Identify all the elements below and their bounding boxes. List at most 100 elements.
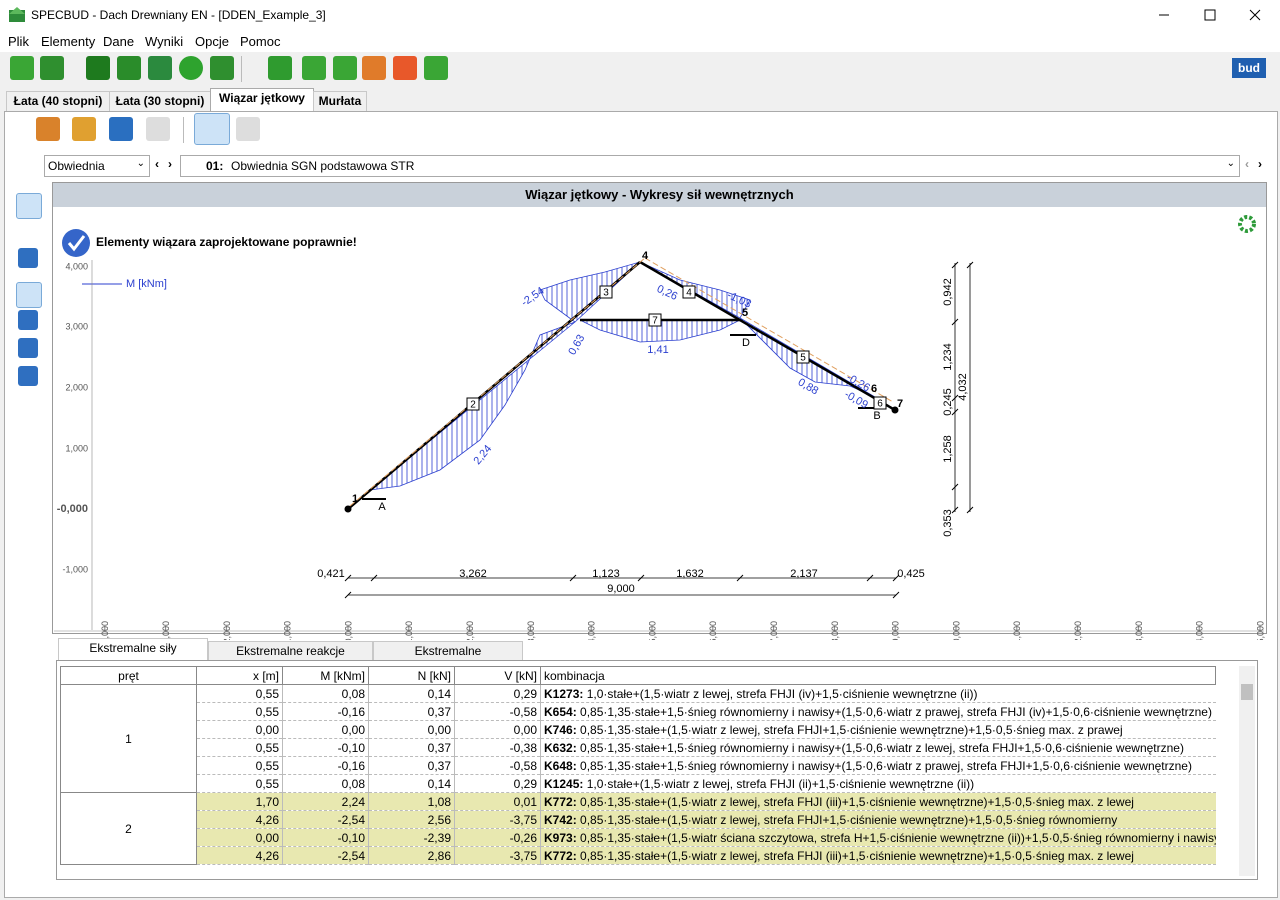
combination-text: 0,85·1,35·stałe+(1,5·wiatr ściana szczyt… <box>580 830 1216 845</box>
tool-button[interactable] <box>36 117 60 141</box>
dimension-tick <box>892 574 900 582</box>
help-button[interactable] <box>179 56 203 80</box>
exit-button[interactable] <box>210 56 234 80</box>
side-button[interactable] <box>18 310 38 330</box>
dimension-tick <box>370 574 378 582</box>
side-button[interactable] <box>18 338 38 358</box>
menu-item[interactable]: Elementy <box>41 34 96 49</box>
tool-button[interactable] <box>109 117 133 141</box>
menu-item[interactable]: Wyniki <box>145 34 184 49</box>
dimension-label: 4,032 <box>957 373 969 401</box>
value-cell: -0,26 <box>454 828 541 847</box>
value-cell: -0,10 <box>282 828 369 847</box>
app-icon <box>9 7 25 22</box>
menu-item[interactable]: Plik <box>8 34 29 49</box>
tab[interactable]: Murłata <box>313 91 367 111</box>
new-button[interactable] <box>10 56 34 80</box>
combination-select[interactable]: 01: Obwiednia SGN podstawowa STR ⌄ <box>180 155 1240 177</box>
side-button[interactable] <box>18 366 38 386</box>
value-cell: -0,58 <box>454 702 541 721</box>
tool-button[interactable] <box>236 117 260 141</box>
menu-item[interactable]: Pomoc <box>240 34 281 49</box>
side-button[interactable] <box>16 282 42 308</box>
column-header: M [kNm] <box>282 666 369 685</box>
rafter <box>347 261 641 510</box>
dimension-tick <box>569 574 577 582</box>
x-axis-label: 6,000 <box>708 621 718 640</box>
table-tab[interactable]: Ekstremalne przemieszczenia <box>373 641 523 677</box>
table-row: 2 1,70 2,24 1,08 0,01 K772: 0,85·1,35·stałe+(… <box>60 792 1216 865</box>
combination-code: K973: <box>544 830 577 845</box>
dimensions <box>348 263 971 596</box>
tab[interactable]: Łata (30 stopni) <box>109 91 211 111</box>
x-axis-label: 2,000 <box>465 621 475 640</box>
x-axis-label: 1,000 <box>404 621 414 640</box>
save-button[interactable] <box>86 56 110 80</box>
tool-button[interactable] <box>268 56 292 80</box>
member-box <box>466 397 480 411</box>
member-box <box>648 313 662 327</box>
prev-button[interactable]: ‹ <box>155 157 159 171</box>
menu-item[interactable]: Dane <box>103 34 135 49</box>
tool-button[interactable] <box>146 117 170 141</box>
separator <box>241 56 242 82</box>
mode-select[interactable]: Obwiednia ⌄ <box>44 155 150 177</box>
tool-button[interactable] <box>72 117 96 141</box>
value-cell: 0,01 <box>454 792 541 811</box>
open-button[interactable] <box>40 56 64 80</box>
support-label: A <box>378 501 386 513</box>
next-button[interactable]: › <box>168 157 172 171</box>
diagram-button[interactable] <box>194 113 230 145</box>
tool-button[interactable] <box>362 56 386 80</box>
combination-cell: K746: 0,85·1,35·stałe+(1,5·wiatr z lewej… <box>540 720 1216 739</box>
value-cell: -2,54 <box>282 846 369 865</box>
tab-active[interactable]: Wiązar jętkowy <box>210 88 314 112</box>
combination-text: 0,85·1,35·stałe+(1,5·wiatr z lewej, stre… <box>580 848 1134 863</box>
x-axis-label: 14,000 <box>1195 621 1205 640</box>
combination-text: 0,85·1,35·stałe+(1,5·wiatr z lewej, stre… <box>580 812 1118 827</box>
node-label: 5 <box>742 307 748 319</box>
combination-cell: K1273: 1,0·stałe+(1,5·wiatr z lewej, str… <box>540 684 1216 703</box>
dimension-label: 3,262 <box>459 568 487 580</box>
combination-cell: K973: 0,85·1,35·stałe+(1,5·wiatr ściana … <box>540 828 1216 847</box>
combination-code: K1273: <box>544 686 584 701</box>
tool-button[interactable] <box>424 56 448 80</box>
settings-button[interactable] <box>1238 215 1256 233</box>
y-axis-label: 3,000 <box>65 321 88 331</box>
next-button[interactable]: › <box>1258 157 1262 171</box>
value-cell: 0,14 <box>368 774 455 793</box>
scroll-thumb[interactable] <box>1241 684 1253 700</box>
print-button[interactable] <box>117 56 141 80</box>
table-tab[interactable]: Ekstremalne reakcje podporowe <box>208 641 373 677</box>
title-bar: SPECBUD - Dach Drewniany EN - [DDEN_Exam… <box>0 0 1280 30</box>
combination-text: 0,85·1,35·stałe+(1,5·wiatr z lewej, stre… <box>580 722 1123 737</box>
word-button[interactable] <box>148 56 172 80</box>
table-tab-active[interactable]: Ekstremalne siły wewnętrzne <box>58 638 208 674</box>
scrollbar[interactable] <box>1239 666 1255 876</box>
x-axis-label: -1,000 <box>283 621 293 640</box>
column-header: V [kN] <box>454 666 541 685</box>
value-cell: 0,29 <box>454 684 541 703</box>
combination-text: 1,0·stałe+(1,5·wiatr z lewej, strefa FHJ… <box>586 686 978 701</box>
prev-button[interactable]: ‹ <box>1245 157 1249 171</box>
y-axis-label: 1,000 <box>65 443 88 453</box>
value-cell: 2,86 <box>368 846 455 865</box>
tool-button[interactable] <box>302 56 326 80</box>
value-cell: 0,00 <box>282 720 369 739</box>
side-button[interactable] <box>18 248 38 268</box>
dimension-tick <box>344 591 352 599</box>
moment-label: 2,24 <box>471 443 494 467</box>
table-row: 0,55 -0,10 0,37 -0,38 K632: 0,85·1,35·stałe+… <box>60 738 1216 757</box>
tool-button[interactable] <box>333 56 357 80</box>
menu-item[interactable]: Opcje <box>195 34 229 49</box>
moment-label: 1,41 <box>647 344 668 356</box>
value-cell: 0,55 <box>196 774 283 793</box>
value-cell: -0,16 <box>282 756 369 775</box>
dimension-tick <box>951 394 959 402</box>
side-button[interactable] <box>16 193 42 219</box>
tool-button[interactable] <box>393 56 417 80</box>
menu-bar: Plik Elementy Dane Wyniki Opcje Pomoc <box>0 30 1280 52</box>
combination-cell: K742: 0,85·1,35·stałe+(1,5·wiatr z lewej… <box>540 810 1216 829</box>
truss <box>344 257 899 513</box>
window-controls[interactable] <box>1140 0 1280 30</box>
